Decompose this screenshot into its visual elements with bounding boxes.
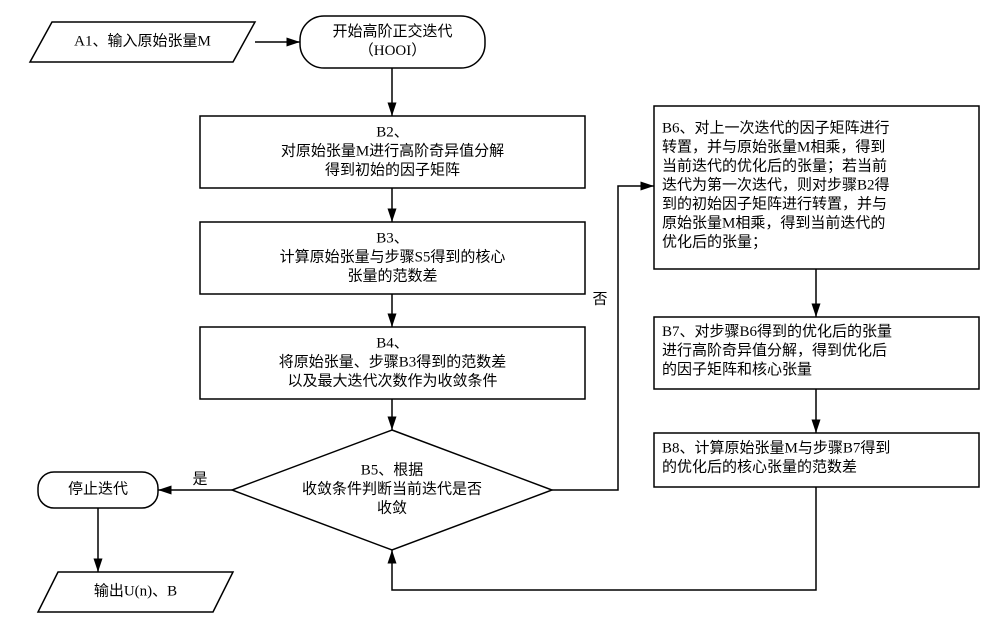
- svg-text:张量的范数差: 张量的范数差: [347, 267, 437, 284]
- svg-text:进行高阶奇异值分解，得到优化后: 进行高阶奇异值分解，得到优化后: [662, 342, 887, 359]
- svg-text:B6、对上一次迭代的因子矩阵进行: B6、对上一次迭代的因子矩阵进行: [662, 120, 890, 137]
- svg-text:输出U(n)、B: 输出U(n)、B: [94, 582, 177, 599]
- svg-text:将原始张量、步骤B3得到的范数差: 将原始张量、步骤B3得到的范数差: [279, 353, 507, 370]
- svg-text:以及最大迭代次数作为收敛条件: 以及最大迭代次数作为收敛条件: [287, 372, 497, 389]
- svg-text:迭代为第一次迭代，则对步骤B2得: 迭代为第一次迭代，则对步骤B2得: [662, 176, 890, 194]
- svg-text:的优化后的核心张量的范数差: 的优化后的核心张量的范数差: [662, 459, 857, 476]
- svg-text:开始高阶正交迭代: 开始高阶正交迭代: [332, 22, 452, 40]
- svg-text:当前迭代的优化后的张量；若当前: 当前迭代的优化后的张量；若当前: [662, 158, 887, 175]
- svg-text:B3、: B3、: [376, 230, 409, 246]
- edge-label-5: 是: [192, 471, 207, 487]
- edge-7: [552, 186, 654, 490]
- svg-text:得到初始的因子矩阵: 得到初始的因子矩阵: [325, 161, 460, 178]
- svg-text:收敛: 收敛: [377, 499, 407, 516]
- svg-text:计算原始张量与步骤S5得到的核心: 计算原始张量与步骤S5得到的核心: [280, 247, 506, 265]
- svg-text:收敛条件判断当前迭代是否: 收敛条件判断当前迭代是否: [302, 480, 482, 497]
- svg-text:对原始张量M进行高阶奇异值分解: 对原始张量M进行高阶奇异值分解: [281, 142, 504, 159]
- edge-label-7: 否: [592, 291, 607, 307]
- svg-text:B4、: B4、: [376, 335, 409, 351]
- svg-text:到的初始因子矩阵进行转置，并与: 到的初始因子矩阵进行转置，并与: [662, 196, 887, 213]
- svg-text:B2、: B2、: [376, 124, 409, 140]
- svg-text:优化后的张量；: 优化后的张量；: [662, 234, 767, 251]
- svg-text:B7、对步骤B6得到的优化后的张量: B7、对步骤B6得到的优化后的张量: [662, 323, 892, 340]
- svg-text:原始张量M相乘，得到当前迭代的: 原始张量M相乘，得到当前迭代的: [662, 215, 885, 232]
- svg-text:转置，并与原始张量M相乘，得到: 转置，并与原始张量M相乘，得到: [662, 139, 885, 156]
- edge-10: [392, 487, 816, 590]
- svg-text:A1、输入原始张量M: A1、输入原始张量M: [74, 32, 211, 49]
- svg-text:（HOOI）: （HOOI）: [359, 42, 427, 59]
- svg-text:的因子矩阵和核心张量: 的因子矩阵和核心张量: [662, 361, 812, 378]
- svg-text:B8、计算原始张量M与步骤B7得到: B8、计算原始张量M与步骤B7得到: [662, 439, 890, 457]
- svg-text:B5、根据: B5、根据: [361, 461, 424, 478]
- svg-text:停止迭代: 停止迭代: [68, 480, 128, 497]
